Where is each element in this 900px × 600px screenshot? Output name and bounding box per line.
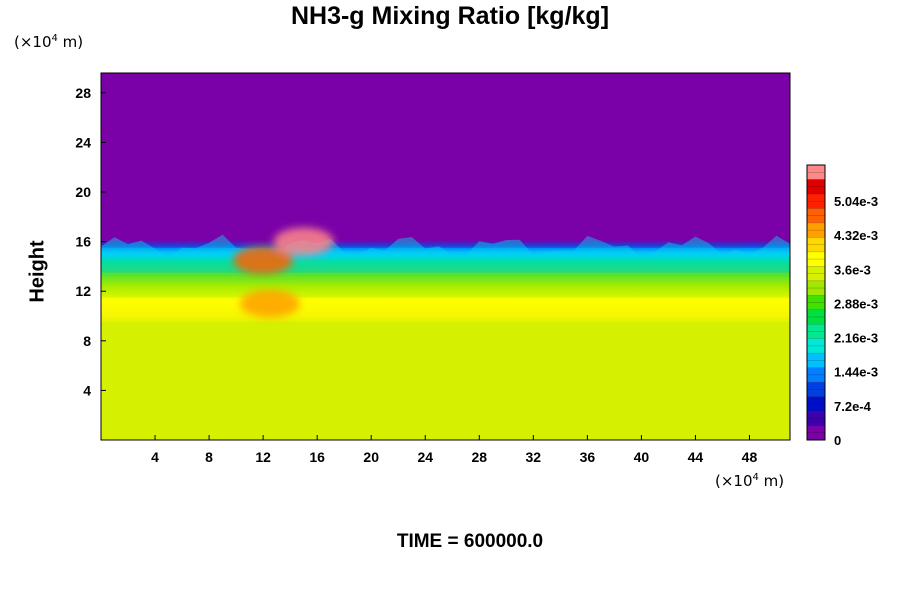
y-axis-unit: (×104 m) [14,33,84,51]
y-tick-label: 8 [83,333,91,349]
x-tick-label: 16 [309,449,325,465]
colorbar-swatch [807,324,825,339]
y-tick-label: 4 [83,382,91,398]
y-tick-label: 28 [75,85,91,101]
colorbar-swatch [807,222,825,238]
colorbar-tick-label: 7.2e-4 [834,399,872,414]
hotspot [239,289,300,318]
colorbar-tick-label: 2.16e-3 [834,331,878,346]
hotspot [233,246,294,275]
x-axis-unit: (×104 m) [715,472,785,490]
colorbar-swatch [807,382,825,397]
field-band [101,272,790,298]
colorbar-swatch [807,251,825,267]
field-band [101,247,790,273]
field-band [101,73,790,248]
colorbar-frame [806,164,826,441]
colorbar-tick-label: 0 [834,433,841,448]
y-tick-label: 16 [75,234,91,250]
colorbar-swatch [807,367,825,383]
colorbar-swatch [807,179,825,194]
y-tick-label: 12 [75,283,91,299]
x-tick-label: 12 [255,449,271,465]
time-label: TIME = 600000.0 [396,531,544,552]
colorbar-swatch [807,193,825,209]
x-tick-label: 28 [471,449,487,465]
y-tick-label: 24 [75,134,91,150]
colorbar-swatch [807,165,825,180]
colorbar-swatch [807,266,825,281]
colorbar-swatch [807,338,825,354]
colorbar-swatch [807,396,825,412]
colorbar-swatch [807,295,825,310]
colorbar-tick-label: 2.88e-3 [834,296,878,311]
chart-title: NH3-g Mixing Ratio [kg/kg] [290,2,610,30]
x-tick-label: 44 [688,449,704,465]
plot-frame [100,72,791,441]
colorbar-swatch [807,425,825,440]
x-tick-label: 20 [363,449,379,465]
colorbar-swatch [807,280,825,296]
x-tick-label: 8 [205,449,213,465]
x-tick-label: 32 [526,449,542,465]
colorbar-swatch [807,309,825,325]
colorbar-tick-label: 3.6e-3 [834,262,871,277]
colorbar-swatch [807,208,825,223]
colorbar-tick-label: 4.32e-3 [834,228,878,243]
mixing-layer-edge [101,234,790,259]
colorbar-swatch [807,353,825,368]
colorbar-tick-label: 5.04e-3 [834,194,878,209]
field-band [101,297,790,323]
field-background [101,73,790,440]
field-band [101,322,790,440]
colorbar-swatch [807,411,825,426]
colorbar-tick-label: 1.44e-3 [834,365,878,380]
y-tick-label: 20 [75,184,91,200]
hotspot [273,227,334,256]
x-tick-label: 24 [417,449,433,465]
x-tick-label: 36 [580,449,596,465]
x-tick-label: 40 [634,449,650,465]
colorbar-swatch [807,237,825,252]
x-tick-label: 4 [151,449,159,465]
x-tick-label: 48 [742,449,758,465]
